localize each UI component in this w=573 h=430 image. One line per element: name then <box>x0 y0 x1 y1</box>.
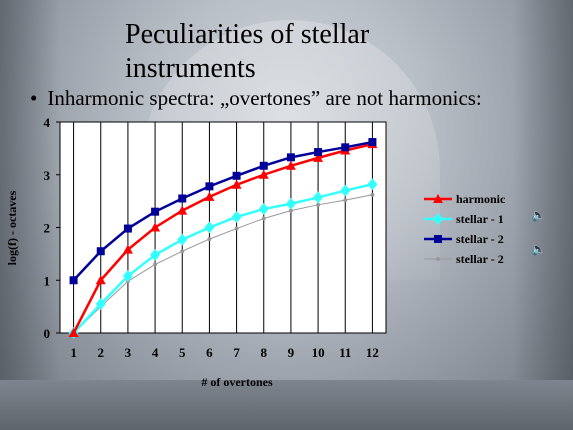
data-point <box>122 270 133 283</box>
x-tick-label: 1 <box>70 345 77 360</box>
data-point <box>316 202 321 207</box>
x-tick-label: 2 <box>98 345 105 360</box>
y-tick-label: 4 <box>44 115 51 130</box>
data-point <box>434 235 442 243</box>
bullet-line: • Inharmonic spectra: „overtones” are not… <box>30 86 482 111</box>
series-line <box>73 194 373 334</box>
legend-entry: stellar - 2 <box>424 252 504 266</box>
data-point <box>340 184 351 197</box>
data-point <box>204 221 215 234</box>
legend-label: stellar - 2 <box>456 232 504 246</box>
data-point <box>258 203 269 216</box>
data-point <box>150 248 161 261</box>
data-point <box>68 328 79 337</box>
legend-label: harmonic <box>456 192 506 206</box>
x-tick-label: 3 <box>125 345 132 360</box>
data-point <box>231 179 242 189</box>
data-point <box>259 161 268 170</box>
data-point <box>258 169 269 179</box>
data-point <box>69 276 78 285</box>
data-point <box>180 249 185 254</box>
data-point <box>95 275 106 285</box>
background-column-left <box>0 0 60 430</box>
data-point <box>178 194 187 203</box>
x-tick-label: 6 <box>206 345 213 360</box>
data-point <box>286 153 295 162</box>
series-line <box>72 183 373 334</box>
legend-entry: stellar - 1 <box>424 212 504 226</box>
data-point <box>314 148 323 157</box>
x-tick-label: 12 <box>366 345 379 360</box>
series-3 <box>69 138 377 285</box>
data-point <box>150 222 161 232</box>
series-line <box>72 140 373 282</box>
data-point <box>205 182 214 191</box>
y-tick-label: 0 <box>44 326 51 341</box>
data-point <box>313 152 324 162</box>
data-point <box>177 233 188 246</box>
data-point <box>285 197 296 210</box>
x-tick-label: 10 <box>312 345 325 360</box>
y-tick-label: 1 <box>44 273 51 288</box>
data-point <box>122 244 133 254</box>
legend-label: stellar - 1 <box>456 212 504 226</box>
data-point <box>341 143 350 152</box>
data-point <box>288 208 293 213</box>
data-point <box>177 205 188 215</box>
data-point <box>123 224 132 233</box>
data-point <box>436 257 440 261</box>
data-point <box>313 191 324 204</box>
data-point <box>285 160 296 170</box>
data-point <box>343 198 348 203</box>
data-point <box>204 191 215 201</box>
data-point <box>370 192 375 197</box>
legend-label: stellar - 2 <box>456 252 504 266</box>
bullet-text: Inharmonic spectra: „overtones” are not … <box>47 86 482 110</box>
data-point <box>151 207 160 216</box>
y-axis-title: log(f) - octaves <box>5 190 19 265</box>
x-tick-label: 7 <box>233 345 240 360</box>
legend-entry: stellar - 2 <box>424 232 504 246</box>
data-point <box>433 213 443 225</box>
speaker-icon[interactable]: 🔈 <box>531 242 546 256</box>
data-point <box>234 226 239 231</box>
data-point <box>207 237 212 242</box>
x-tick-label: 4 <box>152 345 159 360</box>
bullet-dot: • <box>30 86 38 110</box>
background-column-right <box>513 0 573 430</box>
data-point <box>368 138 377 147</box>
x-tick-label: 5 <box>179 345 186 360</box>
plot-area <box>60 122 386 333</box>
x-tick-label: 9 <box>288 345 295 360</box>
data-point <box>231 210 242 223</box>
data-point <box>96 247 105 256</box>
x-tick-label: 11 <box>339 345 351 360</box>
data-point <box>367 178 378 191</box>
x-tick-label: 8 <box>261 345 268 360</box>
data-point <box>232 171 241 180</box>
y-tick-label: 3 <box>44 168 51 183</box>
speaker-icon[interactable]: 🔈 <box>531 208 546 222</box>
y-tick-label: 2 <box>44 221 51 236</box>
series-line <box>72 142 373 334</box>
data-point <box>95 297 106 310</box>
data-point <box>433 194 443 203</box>
x-axis-title: # of overtones <box>201 375 273 389</box>
data-point <box>153 262 158 267</box>
slide-title: Peculiarities of stellar instruments <box>125 19 370 84</box>
data-point <box>261 216 266 221</box>
background-floor <box>0 380 573 430</box>
legend-entry: harmonic <box>424 192 506 206</box>
